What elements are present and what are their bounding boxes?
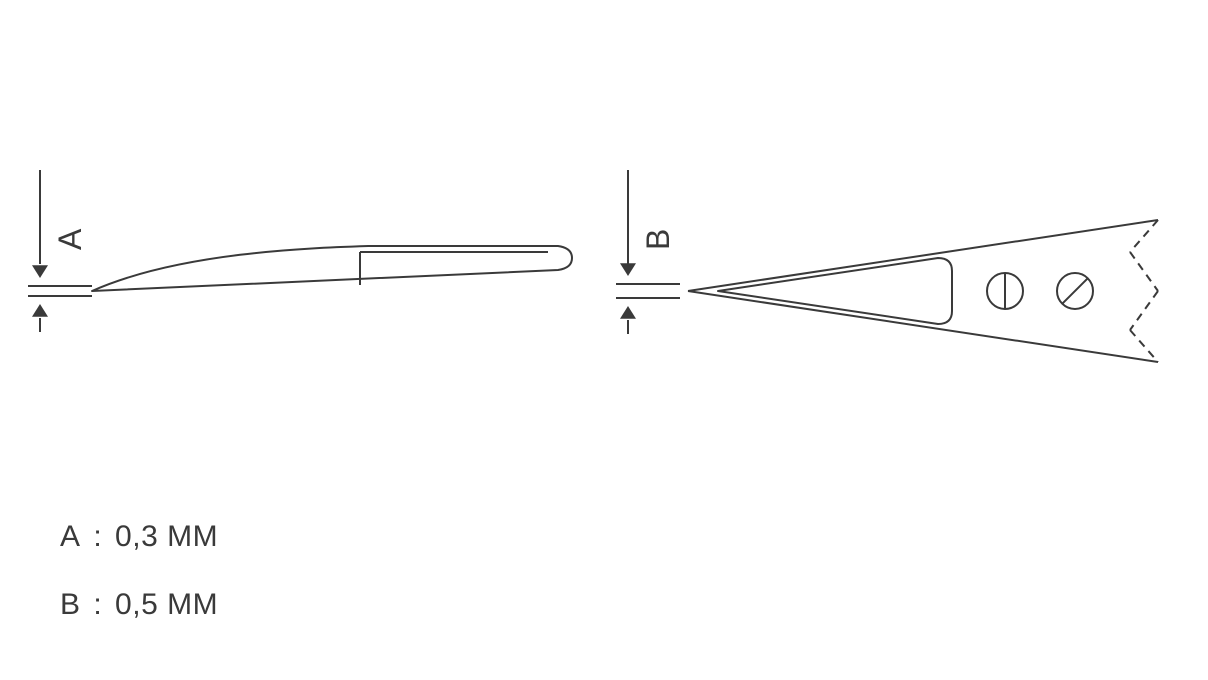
technical-drawing	[0, 0, 1208, 680]
legend-a-value: 0,3 MM	[115, 520, 218, 554]
legend-b-sep: :	[93, 588, 102, 622]
dim-label-b: B	[640, 229, 677, 250]
dim-label-a: A	[52, 229, 89, 250]
legend-a-sep: :	[93, 520, 102, 554]
legend-row-b: B : 0,5 MM	[60, 588, 218, 622]
legend-row-a: A : 0,3 MM	[60, 520, 218, 554]
legend-b-label: B	[60, 588, 81, 622]
legend-b-value: 0,5 MM	[115, 588, 218, 622]
drawing-stage: A B A : 0,3 MM B : 0,5 MM	[0, 0, 1208, 680]
legend-a-label: A	[60, 520, 81, 554]
